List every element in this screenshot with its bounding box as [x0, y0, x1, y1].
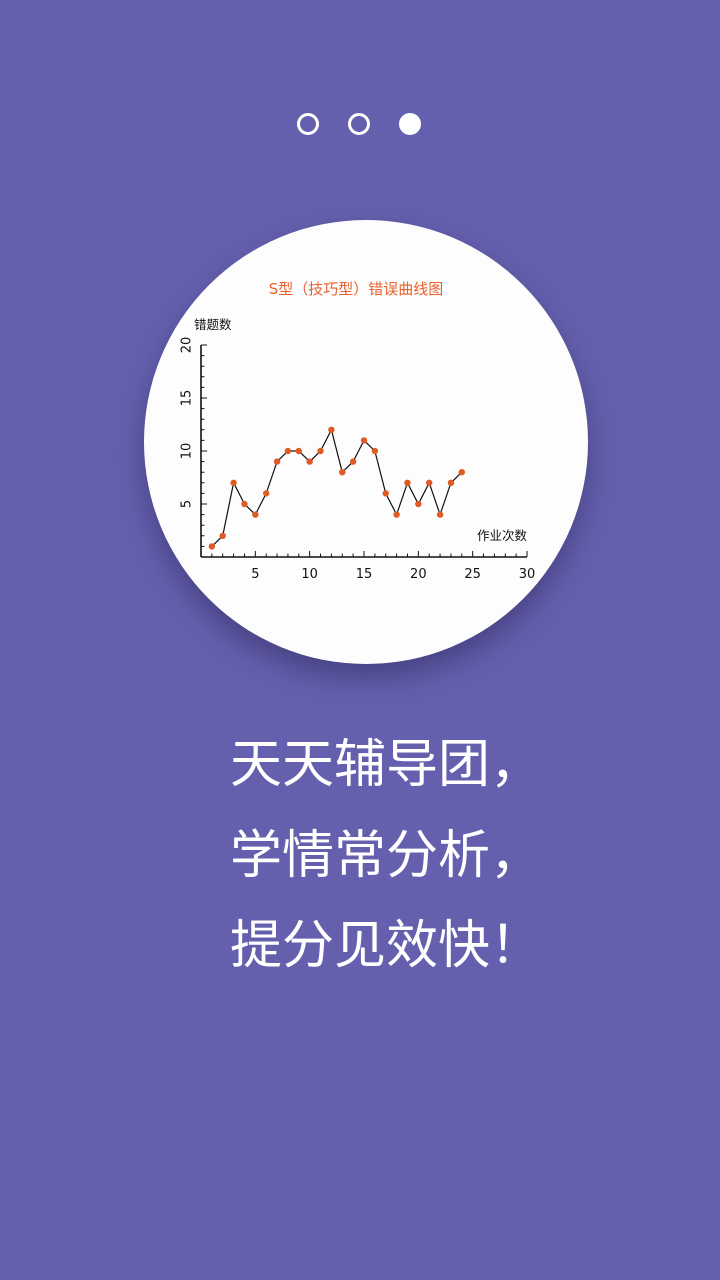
- x-tick-label: 30: [519, 567, 536, 582]
- chart-axes: [200, 345, 527, 558]
- data-point: [252, 511, 259, 518]
- page-dot-1[interactable]: [297, 113, 319, 135]
- y-axis-label: 错题数: [194, 317, 232, 332]
- data-point: [404, 479, 411, 486]
- slogan-line-1: 天天辅导团，: [230, 735, 543, 795]
- x-tick-label: 15: [356, 567, 373, 582]
- slogan-line-3: 提分见效快！: [230, 916, 543, 976]
- data-point: [284, 447, 292, 455]
- data-point: [436, 511, 444, 518]
- data-point: [371, 447, 379, 455]
- x-tick-label: 5: [251, 567, 259, 582]
- data-point: [317, 447, 324, 455]
- series-line: [211, 428, 463, 547]
- data-point: [208, 543, 216, 550]
- data-point: [263, 490, 270, 497]
- data-point: [328, 426, 335, 433]
- slogan-line-2: 学情常分析，: [230, 826, 543, 886]
- data-point: [219, 532, 226, 539]
- data-point: [295, 447, 302, 455]
- data-point: [458, 469, 465, 476]
- y-tick-label: 20: [180, 337, 195, 354]
- x-axis-label: 作业次数: [477, 528, 528, 543]
- data-point: [273, 458, 281, 465]
- data-point: [426, 479, 433, 486]
- data-point: [349, 458, 357, 465]
- data-point: [306, 458, 313, 465]
- data-point: [230, 479, 237, 486]
- chart-series: [208, 426, 465, 550]
- data-point: [339, 469, 346, 476]
- x-tick-label: 25: [464, 567, 481, 582]
- page-dot-3[interactable]: [399, 113, 421, 135]
- y-tick-label: 5: [180, 500, 195, 508]
- page-dot-2[interactable]: [348, 113, 370, 135]
- data-point: [393, 511, 400, 518]
- x-tick-label: 20: [410, 567, 427, 582]
- data-point: [241, 500, 248, 508]
- data-point: [447, 479, 455, 486]
- x-tick-label: 10: [301, 567, 318, 582]
- y-tick-label: 15: [180, 390, 195, 407]
- chart-card: S型（技巧型）错误曲线图 错题数 作业次数 5 10 15 20 25 30 5 10 15 20: [144, 220, 588, 664]
- data-point: [382, 490, 389, 497]
- data-point: [415, 500, 422, 508]
- chart-title: S型（技巧型）错误曲线图: [269, 280, 444, 298]
- data-point: [360, 437, 368, 444]
- y-tick-label: 10: [180, 443, 195, 460]
- page-indicator: [0, 113, 720, 137]
- chart-ticks: 5 10 15 20 25 30 5 10 15 20: [180, 337, 536, 582]
- error-curve-chart: S型（技巧型）错误曲线图 错题数 作业次数 5 10 15 20 25 30 5 10 15 20: [180, 280, 536, 582]
